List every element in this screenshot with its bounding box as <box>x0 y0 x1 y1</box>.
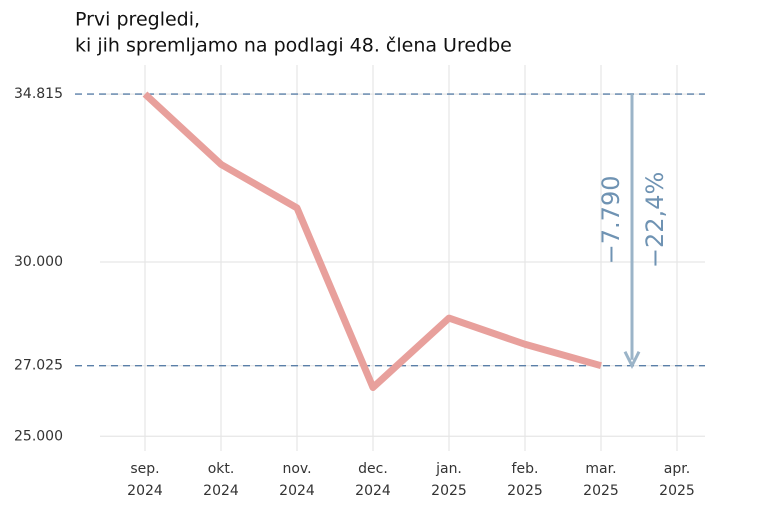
y-tick-label: 27.025 <box>14 358 63 374</box>
x-tick-label: dec. 2024 <box>355 461 391 499</box>
annotation: −7.790 <box>597 175 625 264</box>
x-tick-label: sep. 2024 <box>127 461 163 499</box>
annotation: −22,4% <box>641 172 669 268</box>
data-line <box>142 91 602 391</box>
chart-title: Prvi pregledi, <box>75 9 200 31</box>
x-tick-label: jan. 2025 <box>431 461 467 499</box>
y-tick-label: 30.000 <box>14 254 63 270</box>
x-tick-label: feb. 2025 <box>507 461 543 499</box>
y-tick-label: 25.000 <box>14 428 63 444</box>
arrow-head <box>623 351 641 370</box>
x-tick-label: mar. 2025 <box>583 461 619 499</box>
x-tick-label: nov. 2024 <box>279 461 315 499</box>
y-tick-label: 34.815 <box>14 86 63 102</box>
x-tick-label: apr. 2025 <box>659 461 695 499</box>
x-tick-label: okt. 2024 <box>203 461 239 499</box>
chart-subtitle: ki jih spremljamo na podlagi 48. člena U… <box>75 35 512 57</box>
